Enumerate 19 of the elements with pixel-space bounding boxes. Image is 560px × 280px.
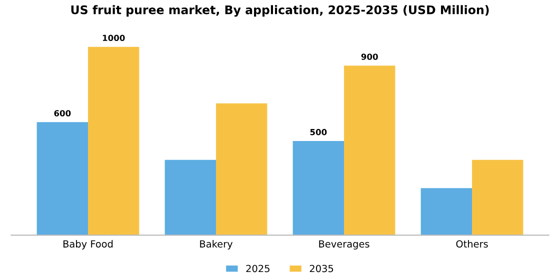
- bar: [292, 141, 344, 236]
- data-label: 600: [54, 110, 71, 116]
- legend-label: 2025: [246, 264, 270, 272]
- x-tick-label: Others: [456, 240, 488, 248]
- legend-label: 2035: [310, 264, 334, 272]
- bar: [420, 188, 472, 236]
- data-label: 1000: [102, 34, 125, 42]
- x-tick-label: Baby Food: [63, 240, 113, 250]
- bar: [344, 66, 396, 236]
- data-label: 900: [361, 54, 378, 60]
- bar: [472, 160, 524, 236]
- bar: [164, 160, 216, 236]
- x-tick-label: Bakery: [200, 240, 233, 250]
- data-label: 500: [310, 128, 327, 136]
- bar: [216, 103, 268, 236]
- bar: [36, 122, 88, 236]
- x-tick-label: Beverages: [319, 240, 370, 250]
- chart-title: US fruit puree market, By application, 2025-2035 (USD Million): [71, 5, 489, 17]
- bar: [88, 46, 140, 236]
